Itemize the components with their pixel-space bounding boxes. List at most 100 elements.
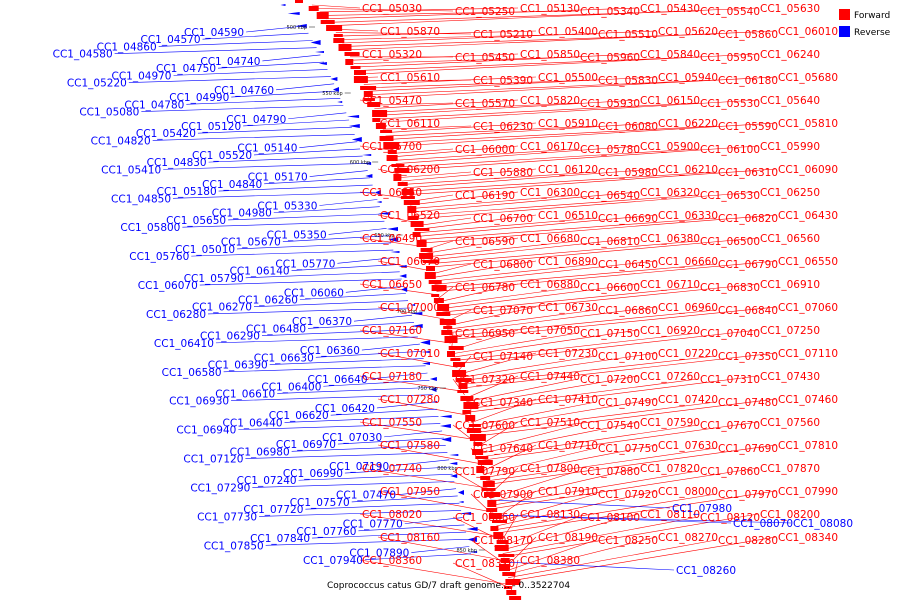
forward-connector [447,309,597,330]
reverse-gene-label: CC1_06290 [200,331,260,343]
forward-gene-mark [493,532,504,539]
forward-connector [413,194,699,216]
forward-gene-label: CC1_07320 [455,374,515,386]
forward-gene-mark [475,456,489,459]
reverse-gene-mark [422,362,430,365]
legend-reverse-swatch [839,26,850,37]
reverse-gene-mark [411,324,423,328]
reverse-gene-label: CC1_06580 [162,367,222,379]
forward-gene-mark [481,488,496,491]
forward-gene-mark [496,540,509,544]
forward-connector [377,536,505,561]
forward-connector [359,191,408,199]
reverse-gene-label: CC1_06270 [192,302,252,314]
forward-gene-label: CC1_05610 [380,72,440,84]
reverse-gene-label: CC1_05420 [136,128,196,140]
forward-connector [472,401,597,427]
reverse-connector [269,358,424,365]
forward-gene-mark [444,336,458,343]
reverse-connector [307,322,415,329]
reverse-connector [299,293,406,300]
forward-connector [411,194,579,209]
reverse-gene-mark [333,87,339,92]
reverse-connector [246,25,305,33]
reverse-gene-label: CC1_07290 [190,482,250,494]
forward-gene-mark [387,150,397,154]
forward-gene-label: CC1_05400 [538,26,598,38]
forward-gene-label: CC1_06350 [362,187,422,199]
forward-gene-mark [469,434,486,441]
legend-reverse-label: Reverse [854,28,891,38]
reverse-gene-mark [280,4,286,6]
forward-connector [477,421,519,447]
forward-connector [501,513,639,551]
reverse-gene-mark [351,137,362,142]
forward-gene-mark [506,590,517,595]
reverse-gene-label: CC1_05170 [248,172,308,184]
forward-gene-mark [424,272,436,279]
reverse-connector [490,499,671,509]
reverse-connector [237,242,392,250]
forward-gene-label: CC1_06310 [718,167,778,179]
forward-gene-mark [499,564,510,571]
reverse-gene-label: CC1_07720 [243,504,303,516]
forward-connector [486,444,777,485]
forward-gene-label: CC1_07200 [580,374,640,386]
forward-gene-label: CC1_05430 [640,3,700,15]
forward-gene-label: CC1_06810 [580,236,640,248]
reverse-connector [319,199,378,206]
reverse-gene-label: CC1_06940 [176,425,236,437]
tick-label: 800 kbp [437,466,457,472]
forward-gene-mark [452,370,467,377]
forward-connector [380,99,759,123]
forward-gene-label: CC1_05850 [520,49,580,61]
forward-gene-label: CC1_05980 [598,167,658,179]
forward-connector [414,191,759,220]
forward-gene-label: CC1_07540 [580,420,640,432]
reverse-connector [254,148,361,156]
reverse-gene-label: CC1_05350 [267,229,327,241]
reverse-connector [223,365,426,373]
forward-gene-label: CC1_08190 [538,532,598,544]
gene-features [280,0,522,600]
forward-gene-mark [350,66,361,69]
forward-gene-label: CC1_06670 [380,256,440,268]
reverse-gene-label: CC1_06400 [261,381,321,393]
reverse-gene-label: CC1_07760 [296,526,356,538]
forward-connector [502,516,699,554]
forward-gene-label: CC1_05880 [473,167,533,179]
reverse-gene-label: CC1_06610 [215,388,275,400]
forward-gene-label: CC1_06800 [473,259,533,271]
forward-connector [393,145,519,158]
forward-gene-mark [407,216,419,220]
reverse-gene-mark [441,437,452,442]
forward-gene-label: CC1_05630 [760,3,820,15]
tick-label: 700 kbp [397,309,417,315]
forward-gene-label: CC1_08380 [520,555,580,567]
forward-gene-label: CC1_07350 [718,351,778,363]
forward-gene-mark [380,130,393,133]
forward-connector [353,56,579,64]
forward-connector [377,352,458,368]
forward-gene-label: CC1_05540 [700,6,760,18]
forward-connector [453,332,579,354]
forward-gene-label: CC1_06520 [380,210,440,222]
forward-gene-mark [420,248,433,252]
forward-gene-label: CC1_05590 [718,121,778,133]
forward-connector [359,329,451,344]
reverse-gene-label: CC1_07120 [183,454,243,466]
reverse-connector [141,105,344,112]
reverse-gene-mark [439,415,452,418]
reverse-connector [173,192,376,199]
genome-title: Coprococcus catus GD/7 draft genome... -… [327,581,570,591]
forward-connector [478,424,579,451]
forward-gene-label: CC1_06430 [778,210,838,222]
forward-gene-mark [397,182,408,186]
forward-gene-label: CC1_05470 [362,95,422,107]
forward-gene-label: CC1_07600 [455,420,515,432]
forward-connector [506,539,597,572]
forward-connector [465,375,519,399]
reverse-gene-label: CC1_04860 [97,41,157,53]
forward-gene-mark [333,38,345,43]
forward-connector [474,401,717,434]
